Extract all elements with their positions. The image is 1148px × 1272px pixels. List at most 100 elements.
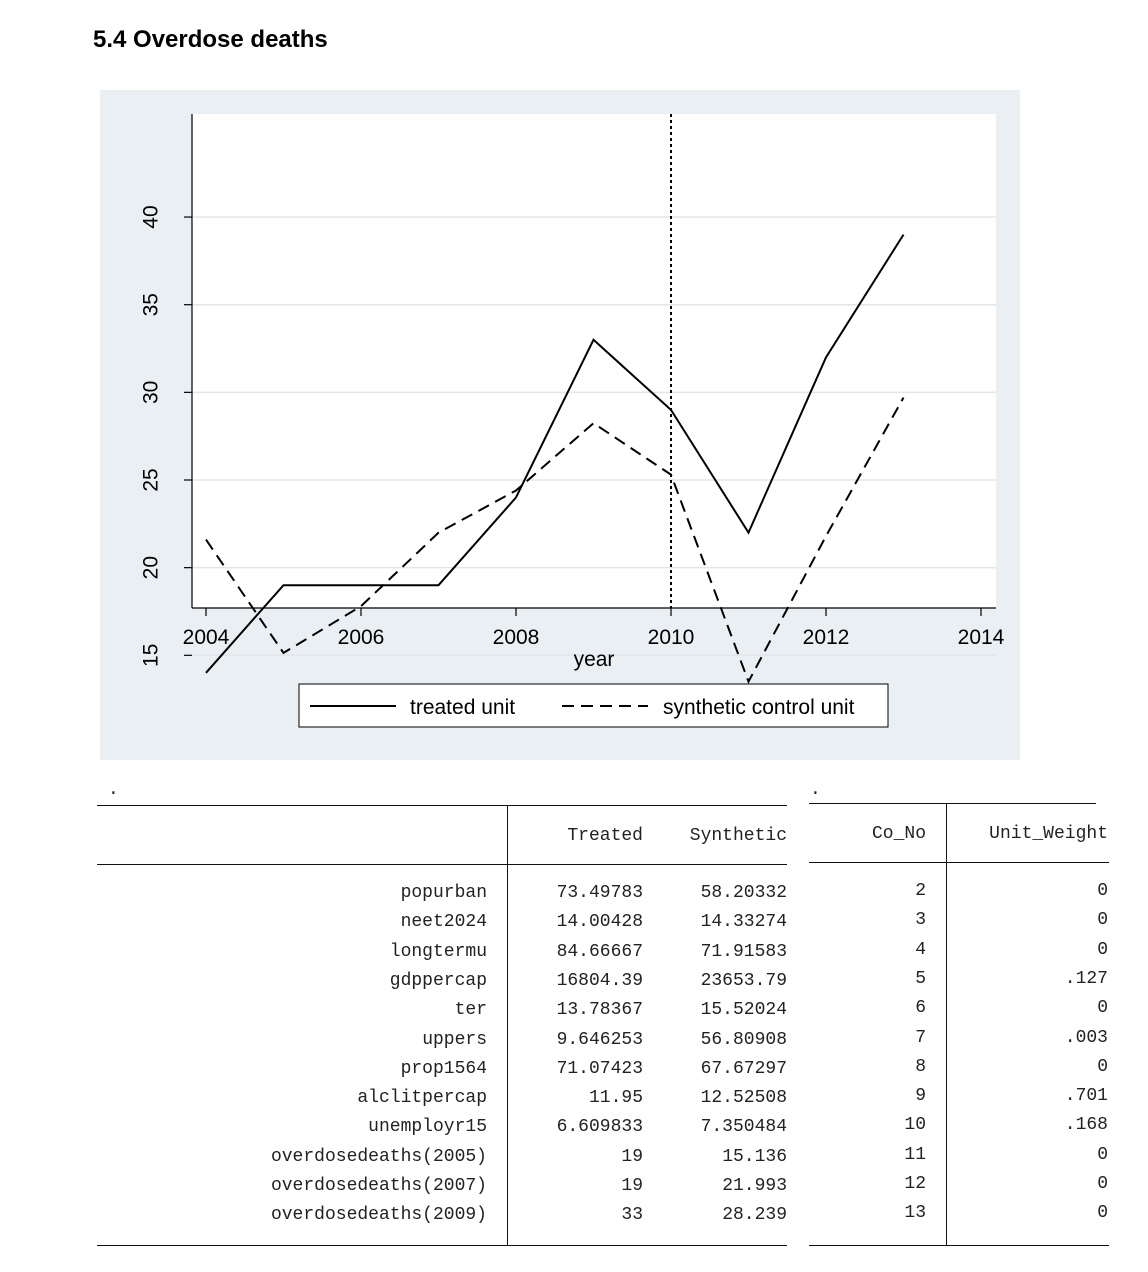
treated-value: 14.00428: [556, 912, 643, 932]
row-label: overdosedeaths(2007): [270, 1176, 487, 1196]
row-label: overdosedeaths(2005): [270, 1147, 487, 1167]
synthetic-value: 12.52508: [700, 1088, 787, 1108]
table2-divider: [946, 804, 947, 1246]
y-tick-label: 40: [140, 205, 163, 228]
synthetic-value: 21.993: [722, 1176, 787, 1196]
row-label: uppers: [422, 1030, 487, 1050]
unit-weight-value: .701: [1064, 1086, 1108, 1106]
overdose-chart: 15 20 25 30 35 40 2004 2006 2008 2010 2012 2014 yea…: [100, 90, 1020, 760]
x-tick-label: 2006: [338, 626, 385, 649]
series-line-synthetic: [205, 397, 905, 685]
x-tick-label: 2004: [183, 626, 230, 649]
y-tick-label: 35: [140, 293, 163, 316]
unit-weight-value: .168: [1064, 1115, 1108, 1135]
table2-header-rule: [809, 862, 1109, 863]
row-label: ter: [454, 1000, 487, 1020]
unit-weight-value: 0: [1097, 1203, 1108, 1223]
table1-dot: .: [108, 780, 119, 800]
row-label: gdppercap: [389, 971, 487, 991]
table2-dot: .: [810, 780, 821, 800]
co-no-value: 9: [915, 1086, 926, 1106]
synthetic-value: 56.80908: [700, 1030, 787, 1050]
unit-weight-value: 0: [1097, 1057, 1108, 1077]
table1-bottom-rule: [97, 1245, 787, 1246]
synthetic-value: 15.52024: [700, 1000, 787, 1020]
header-co-no: Co_No: [871, 824, 926, 844]
x-tick-label: 2014: [958, 626, 1005, 649]
table2-bottom-rule: [809, 1245, 1109, 1246]
co-no-value: 12: [904, 1174, 926, 1194]
row-label: neet2024: [400, 912, 487, 932]
unit-weight-value: 0: [1097, 1174, 1108, 1194]
synthetic-value: 14.33274: [700, 912, 787, 932]
unit-weight-value: 0: [1097, 998, 1108, 1018]
chart-svg: 15 20 25 30 35 40 2004 2006 2008 2010 2012 2014 yea…: [100, 90, 1020, 760]
row-label: overdosedeaths(2009): [270, 1205, 487, 1225]
co-no-value: 13: [904, 1203, 926, 1223]
y-tick-label: 20: [140, 556, 163, 579]
table1-header-rule: [97, 864, 787, 865]
y-tick-label: 25: [140, 468, 163, 491]
x-axis-label: year: [574, 648, 615, 671]
unit-weight-value: .127: [1064, 969, 1108, 989]
treated-value: 73.49783: [556, 883, 643, 903]
unit-weight-value: 0: [1097, 881, 1108, 901]
unit-weight-value: 0: [1097, 940, 1108, 960]
co-no-value: 5: [915, 969, 926, 989]
table1-divider: [507, 806, 508, 1246]
legend-box: [298, 683, 889, 728]
co-no-value: 7: [915, 1028, 926, 1048]
co-no-value: 11: [904, 1145, 926, 1165]
co-no-value: 3: [915, 910, 926, 930]
row-label: longtermu: [389, 942, 487, 962]
row-label: unemployr15: [368, 1117, 487, 1137]
series-line-treated: [205, 234, 905, 674]
co-no-value: 2: [915, 881, 926, 901]
treated-value: 19: [621, 1176, 643, 1196]
synthetic-value: 15.136: [722, 1147, 787, 1167]
header-synthetic: Synthetic: [689, 826, 787, 846]
section-title: 5.4 Overdose deaths: [93, 26, 328, 53]
y-tick-label: 30: [140, 381, 163, 404]
treated-value: 33: [621, 1205, 643, 1225]
synthetic-value: 71.91583: [700, 942, 787, 962]
legend-label-treated: treated unit: [410, 696, 515, 719]
treated-value: 16804.39: [556, 971, 643, 991]
x-tick-label: 2012: [803, 626, 850, 649]
row-label: alclitpercap: [357, 1088, 487, 1108]
plot-area: [192, 114, 996, 608]
table1-top-rule: [97, 805, 787, 806]
row-label: prop1564: [400, 1059, 487, 1079]
co-no-value: 8: [915, 1057, 926, 1077]
treated-value: 9.646253: [556, 1030, 643, 1050]
legend-label-synthetic: synthetic control unit: [663, 696, 855, 719]
series-lines: [205, 234, 905, 685]
treated-value: 6.609833: [556, 1117, 643, 1137]
row-label: popurban: [400, 883, 487, 903]
co-no-value: 4: [915, 940, 926, 960]
legend: treated unit synthetic control unit: [298, 683, 889, 728]
co-no-value: 6: [915, 998, 926, 1018]
header-unit-weight: Unit_Weight: [989, 824, 1108, 844]
header-treated: Treated: [567, 826, 643, 846]
y-tick-label: 15: [140, 644, 163, 667]
unit-weight-value: .003: [1064, 1028, 1108, 1048]
synthetic-value: 23653.79: [700, 971, 787, 991]
treated-value: 11.95: [588, 1088, 643, 1108]
synthetic-value: 58.20332: [700, 883, 787, 903]
axes: 15 20 25 30 35 40 2004 2006 2008 2010 2012 2014: [140, 114, 1005, 667]
treated-value: 84.66667: [556, 942, 643, 962]
synthetic-value: 28.239: [722, 1205, 787, 1225]
treated-value: 13.78367: [556, 1000, 643, 1020]
unit-weight-value: 0: [1097, 910, 1108, 930]
treated-value: 71.07423: [556, 1059, 643, 1079]
synthetic-value: 67.67297: [700, 1059, 787, 1079]
co-no-value: 10: [904, 1115, 926, 1135]
synthetic-value: 7.350484: [700, 1117, 787, 1137]
x-tick-label: 2008: [493, 626, 540, 649]
treated-value: 19: [621, 1147, 643, 1167]
grid-lines: [192, 216, 996, 657]
unit-weight-value: 0: [1097, 1145, 1108, 1165]
x-tick-label: 2010: [648, 626, 695, 649]
table2-top-rule: [809, 803, 1096, 804]
